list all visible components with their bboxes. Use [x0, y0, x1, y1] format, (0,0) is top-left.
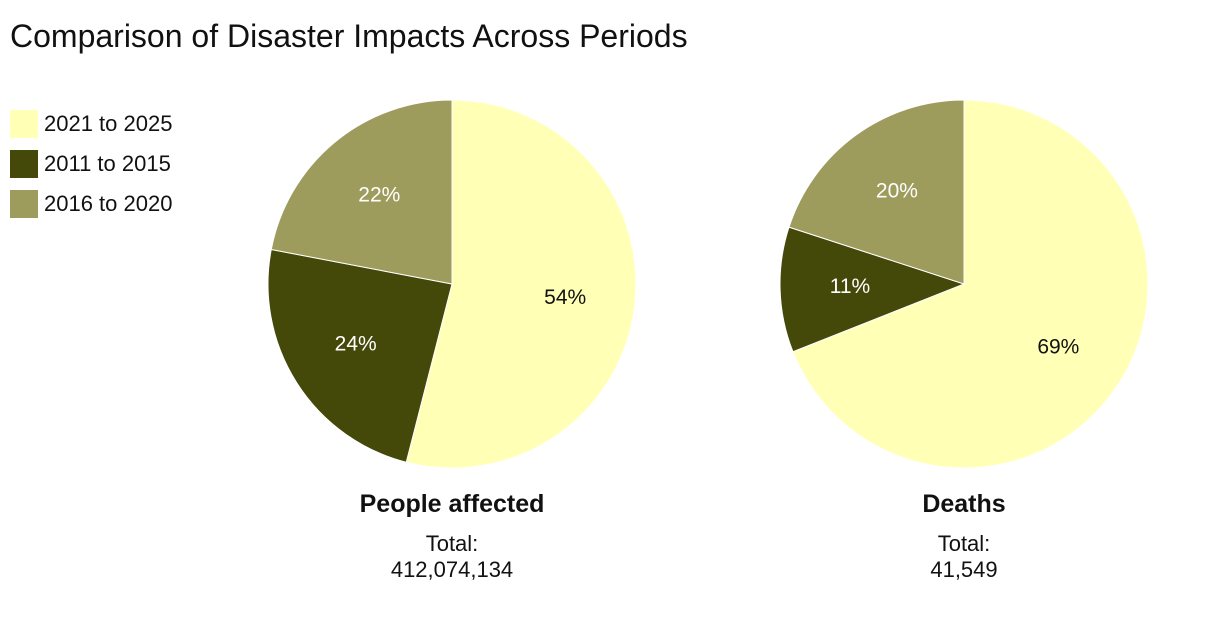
caption-people-affected: People affected Total: 412,074,134	[252, 490, 652, 583]
pie-slice-2011-to-2015	[267, 248, 453, 463]
chart-title: Comparison of Disaster Impacts Across Pe…	[10, 18, 688, 54]
slice-label: 54%	[544, 286, 586, 309]
legend-item-2021-2025: 2021 to 2025	[10, 110, 172, 138]
total-value: 412,074,134	[390, 557, 514, 582]
pie-chart-people-affected: 54% 24% 22%	[267, 99, 637, 469]
slice-label: 69%	[1037, 336, 1079, 359]
legend-label: 2021 to 2025	[44, 111, 173, 136]
pie-slice-2016-to-2020	[788, 99, 965, 285]
pie-slice-2021-to-2025	[792, 99, 1149, 469]
slice-label: 22%	[358, 184, 400, 207]
caption-deaths: Deaths Total: 41,549	[764, 490, 1164, 583]
slice-label: 24%	[335, 333, 377, 356]
slice-label: 20%	[876, 179, 918, 202]
legend-swatch	[10, 150, 38, 178]
legend-swatch	[10, 190, 38, 218]
legend-label: 2016 to 2020	[44, 191, 173, 216]
legend-item-2011-2015: 2011 to 2015	[10, 150, 172, 178]
legend-swatch	[10, 110, 38, 138]
slice-label: 11%	[830, 275, 870, 298]
pie-slice-2011-to-2015	[779, 226, 966, 353]
total-label: Total:	[425, 531, 479, 556]
legend: 2021 to 2025 2011 to 2015 2016 to 2020	[10, 110, 172, 230]
pie-slice-2016-to-2020	[270, 99, 453, 285]
pie-title: Deaths	[922, 490, 1006, 518]
total-label: Total:	[937, 531, 991, 556]
pie-title: People affected	[359, 490, 545, 518]
pie-chart-deaths: 69% 11% 20%	[779, 99, 1149, 469]
legend-item-2016-2020: 2016 to 2020	[10, 190, 172, 218]
pie-slice-2021-to-2025	[405, 99, 637, 469]
total-value: 41,549	[930, 557, 998, 582]
legend-label: 2011 to 2015	[44, 151, 171, 176]
